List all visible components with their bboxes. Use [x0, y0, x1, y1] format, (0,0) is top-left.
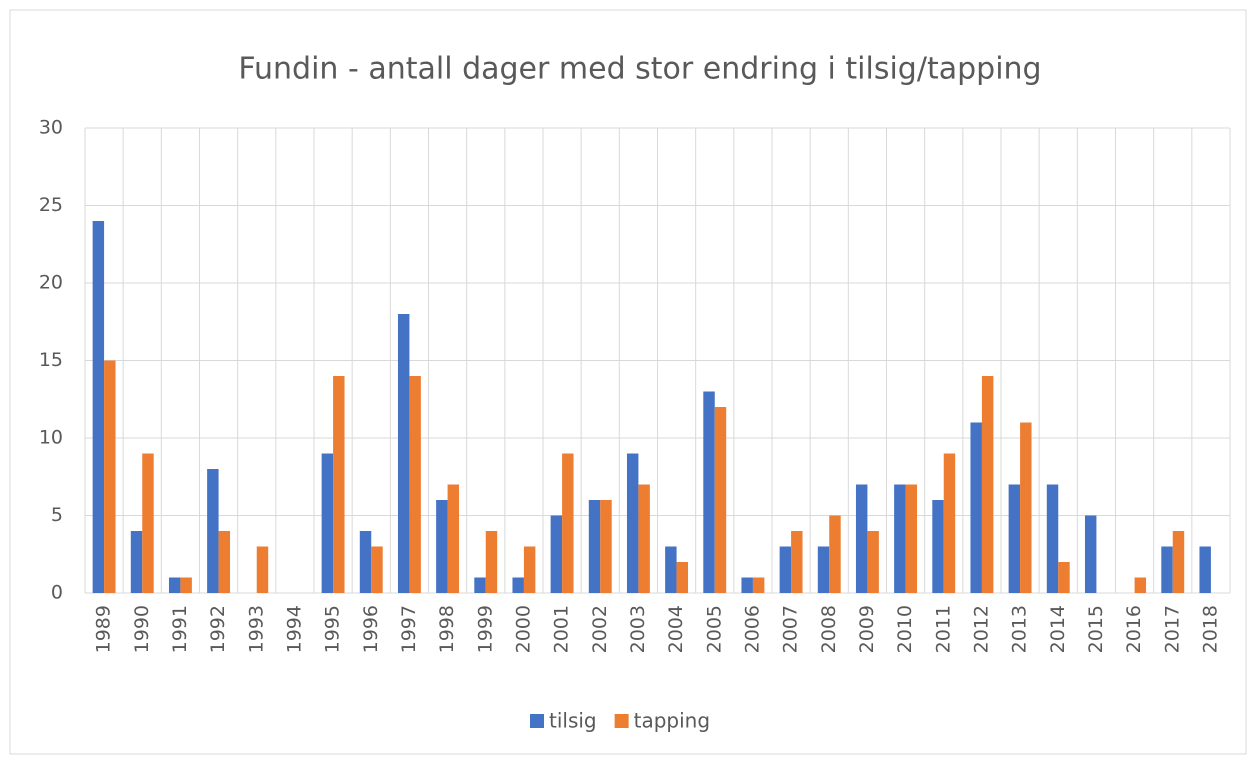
bar	[817, 546, 830, 593]
x-tick-label: 2009	[856, 605, 878, 653]
chart-border	[9, 9, 1247, 755]
bar	[905, 484, 918, 593]
bar	[714, 407, 727, 593]
y-tick-label: 5	[51, 504, 63, 526]
x-tick-label: 1997	[398, 605, 420, 653]
bar	[92, 221, 105, 593]
bar	[791, 531, 803, 593]
bar	[932, 500, 944, 593]
bar	[981, 376, 994, 593]
bar	[1008, 484, 1021, 593]
bar	[1058, 562, 1070, 593]
bar	[600, 500, 612, 593]
x-tick-label: 2013	[1009, 605, 1031, 653]
bar	[1084, 515, 1097, 593]
x-tick-label: 1998	[436, 605, 458, 653]
bar	[855, 484, 868, 593]
x-tick-label: 2004	[665, 605, 687, 653]
bar	[1046, 484, 1059, 593]
y-tick-label: 15	[39, 349, 63, 371]
x-tick-label: 2002	[589, 605, 611, 653]
bar	[1199, 546, 1211, 593]
bar	[588, 500, 601, 593]
bar	[142, 453, 154, 593]
legend-label: tapping	[634, 709, 710, 733]
x-tick-label: 1999	[474, 605, 496, 653]
y-tick-label: 25	[39, 194, 63, 216]
bar	[333, 376, 345, 593]
bar	[894, 484, 906, 593]
bar	[970, 422, 982, 593]
x-tick-label: 2003	[627, 605, 649, 653]
x-tick-label: 2015	[1085, 605, 1107, 653]
x-tick-label: 1994	[283, 605, 305, 653]
y-tick-label: 20	[39, 272, 63, 294]
bar	[638, 484, 650, 593]
bar	[550, 515, 563, 593]
bar	[371, 546, 383, 593]
x-tick-label: 1993	[245, 605, 267, 653]
bar	[168, 577, 181, 593]
bar	[1134, 577, 1147, 593]
bar	[397, 314, 410, 593]
bar	[359, 531, 372, 593]
x-tick-label: 2010	[894, 605, 916, 653]
x-tick-label: 2001	[551, 605, 573, 653]
y-tick-label: 30	[39, 117, 63, 139]
x-tick-label: 2000	[512, 605, 534, 653]
bar	[180, 577, 192, 593]
bar	[703, 391, 715, 593]
x-tick-label: 2007	[780, 605, 802, 653]
x-tick-label: 1992	[207, 605, 229, 653]
bar	[867, 531, 879, 593]
bar	[321, 453, 334, 593]
x-tick-label: 2018	[1199, 605, 1221, 653]
legend-swatch	[530, 714, 544, 728]
x-tick-label: 1996	[360, 605, 382, 653]
bar	[1161, 546, 1173, 593]
bar	[523, 546, 536, 593]
x-tick-label: 2008	[818, 605, 840, 653]
bar	[218, 531, 231, 593]
x-tick-label: 1990	[131, 605, 153, 653]
x-tick-label: 2006	[741, 605, 763, 653]
bar	[512, 577, 524, 593]
bar	[485, 531, 498, 593]
bar	[779, 546, 792, 593]
bar	[626, 453, 639, 593]
bar	[1020, 422, 1032, 593]
bar	[409, 376, 421, 593]
x-tick-label: 1991	[169, 605, 191, 653]
bar	[752, 577, 765, 593]
bar	[256, 546, 269, 593]
x-tick-label: 2016	[1123, 605, 1145, 653]
bar	[104, 360, 116, 593]
x-tick-label: 2014	[1047, 605, 1069, 653]
bar	[829, 515, 841, 593]
x-tick-label: 2011	[932, 605, 954, 653]
chart-title: Fundin - antall dager med stor endring i…	[238, 52, 1041, 87]
bar	[562, 453, 574, 593]
bar	[943, 453, 956, 593]
bar	[436, 500, 448, 593]
legend-swatch	[614, 714, 629, 728]
bar	[1172, 531, 1185, 593]
bar	[665, 546, 677, 593]
bar	[474, 577, 486, 593]
bar	[130, 531, 143, 593]
x-tick-label: 2012	[970, 605, 992, 653]
legend-label: tilsig	[549, 709, 597, 733]
y-tick-label: 10	[39, 427, 63, 449]
x-tick-label: 1989	[93, 605, 115, 653]
bar	[207, 469, 219, 593]
bar	[447, 484, 460, 593]
bar	[741, 577, 753, 593]
x-tick-label: 2017	[1161, 605, 1183, 653]
x-tick-label: 2005	[703, 605, 725, 653]
x-tick-label: 1995	[322, 605, 344, 653]
bar	[676, 562, 689, 593]
y-tick-label: 0	[51, 582, 63, 604]
